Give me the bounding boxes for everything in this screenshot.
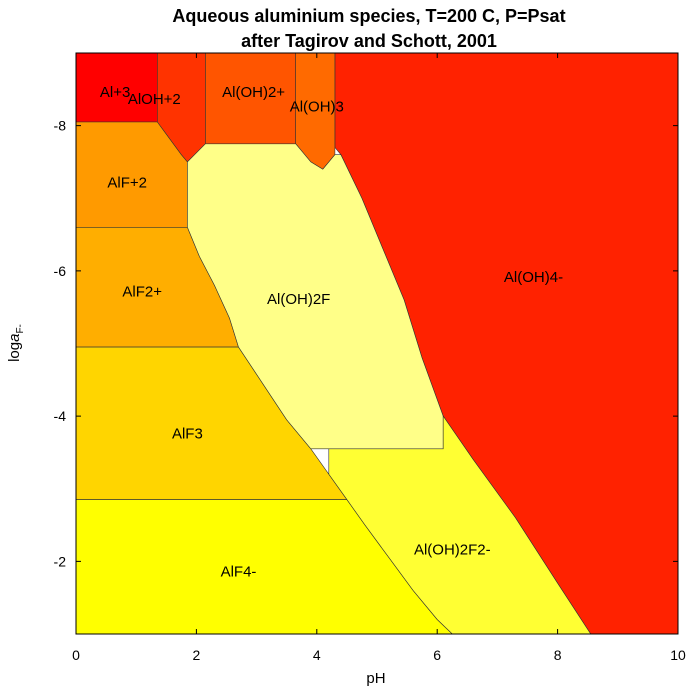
region-label-alf-2: AlF+2 bbox=[107, 175, 147, 192]
x-tick-label: 0 bbox=[72, 647, 80, 663]
x-tick-label: 4 bbox=[313, 647, 321, 663]
plot-frame bbox=[75, 52, 679, 635]
y-axis-label-sub: F- bbox=[15, 324, 26, 333]
y-tick-label: -6 bbox=[54, 263, 67, 279]
y-tick-label: -2 bbox=[54, 553, 67, 569]
region-label-al-oh-4: Al(OH)4- bbox=[504, 269, 563, 286]
region-label-al-oh-2f2: Al(OH)2F2- bbox=[414, 541, 491, 558]
region-label-alf4: AlF4- bbox=[221, 563, 257, 580]
x-tick-label: 6 bbox=[433, 647, 441, 663]
region-label-al-oh-3: Al(OH)3 bbox=[290, 98, 344, 115]
region-label-aloh-2: AlOH+2 bbox=[128, 91, 181, 108]
y-axis-label-italic: a bbox=[6, 334, 23, 342]
x-tick-label: 10 bbox=[670, 647, 686, 663]
y-axis-label-main: log bbox=[6, 342, 23, 362]
chart-title: Aqueous aluminium species, T=200 C, P=Ps… bbox=[172, 6, 565, 26]
y-tick-label: -4 bbox=[54, 408, 67, 424]
y-axis-ticks: -8 -6 -4 -2 bbox=[54, 118, 678, 569]
region-label-al-oh-2: Al(OH)2+ bbox=[222, 84, 285, 101]
x-axis-label: pH bbox=[366, 670, 385, 687]
regions-layer bbox=[75, 52, 679, 635]
region-label-al-oh-2f: Al(OH)2F bbox=[267, 291, 330, 308]
region-label-al-3: Al+3 bbox=[100, 84, 130, 101]
x-tick-label: 2 bbox=[193, 647, 201, 663]
y-tick-label: -8 bbox=[54, 118, 67, 134]
region-label-alf2: AlF2+ bbox=[122, 284, 162, 301]
x-axis-ticks: 0 2 4 6 8 10 bbox=[72, 53, 686, 663]
chart-subtitle: after Tagirov and Schott, 2001 bbox=[241, 31, 497, 51]
region-label-alf3: AlF3 bbox=[172, 425, 203, 442]
y-axis-label: logaF- bbox=[6, 324, 26, 362]
x-tick-label: 8 bbox=[554, 647, 562, 663]
